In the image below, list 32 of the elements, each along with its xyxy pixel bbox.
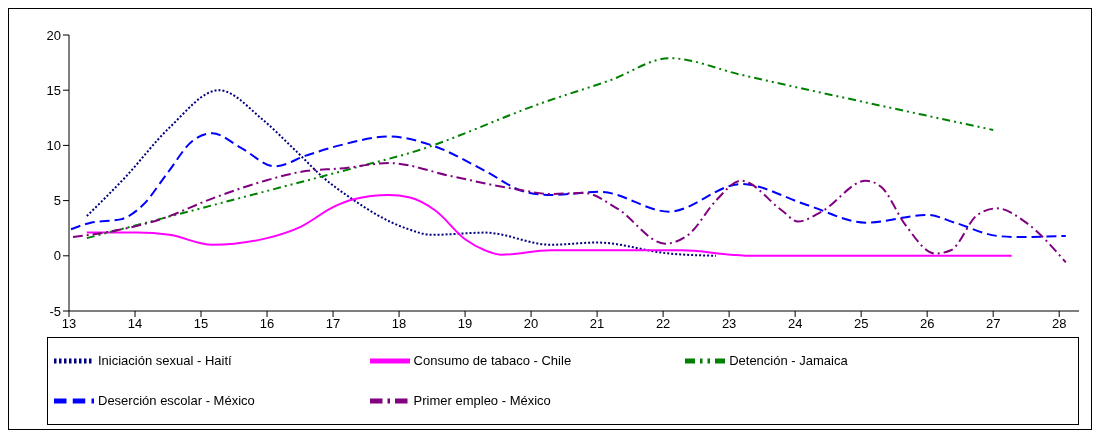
y-tick-label: 5 (53, 193, 61, 209)
x-tick-label: 25 (853, 316, 869, 332)
legend-label: Deserción escolar - México (98, 392, 255, 408)
x-tick-label: 14 (127, 316, 143, 332)
x-tick-label: 22 (655, 316, 671, 332)
x-tick-label: 27 (985, 316, 1001, 332)
x-tick-label: 15 (193, 316, 209, 332)
x-tick-label: 20 (523, 316, 539, 332)
x-tick-label: 23 (721, 316, 737, 332)
x-tick-label: 28 (1051, 316, 1067, 332)
y-tick-label: 0 (53, 248, 61, 264)
x-tick-label: 26 (919, 316, 935, 332)
legend-label: Primer empleo - México (413, 392, 551, 408)
legend-label: Iniciación sexual - Haití (98, 352, 232, 368)
y-tick-label: -5 (49, 303, 61, 319)
x-tick-label: 21 (589, 316, 605, 332)
legend-label: Detención - Jamaica (729, 352, 848, 368)
line-series (85, 194, 1013, 257)
line-series (85, 89, 717, 257)
y-tick-label: 20 (46, 27, 61, 43)
x-tick-label: 19 (457, 316, 473, 332)
y-tick-label: 15 (46, 82, 61, 98)
x-tick-label: 24 (787, 316, 803, 332)
legend-label: Consumo de tabaco - Chile (413, 352, 572, 368)
x-tick-label: 13 (61, 316, 77, 332)
line-series (71, 162, 1067, 264)
x-tick-label: 18 (391, 316, 407, 332)
y-tick-label: 10 (46, 138, 61, 154)
line-series (69, 132, 1067, 239)
x-tick-label: 17 (325, 316, 341, 332)
line-series (85, 57, 995, 240)
x-tick-label: 16 (259, 316, 275, 332)
